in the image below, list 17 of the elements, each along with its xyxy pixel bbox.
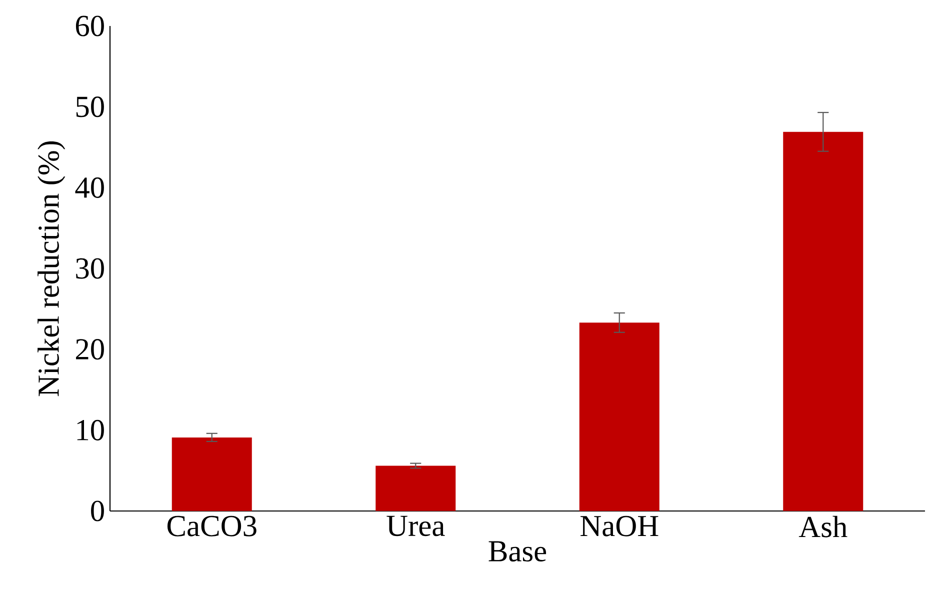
x-tick-label: CaCO3 [167, 516, 256, 536]
x-tick-label: Urea [386, 516, 445, 536]
y-axis-title: Nickel reduction (%) [38, 141, 66, 396]
x-axis-title: Base [488, 541, 546, 562]
bar [579, 322, 660, 512]
y-tick-label: 20 [76, 339, 104, 360]
bar [783, 132, 864, 512]
y-tick-label: 10 [77, 420, 104, 440]
bar [376, 466, 456, 512]
y-tick-label: 30 [76, 258, 104, 279]
y-tick-label: 50 [76, 96, 104, 118]
x-tick-label: Ash [798, 516, 848, 538]
y-tick-label: 0 [91, 500, 104, 522]
bar [172, 437, 252, 512]
y-tick-label: 60 [76, 16, 104, 36]
x-tick-label: NaOH [580, 516, 658, 536]
y-tick-label: 40 [75, 177, 104, 198]
